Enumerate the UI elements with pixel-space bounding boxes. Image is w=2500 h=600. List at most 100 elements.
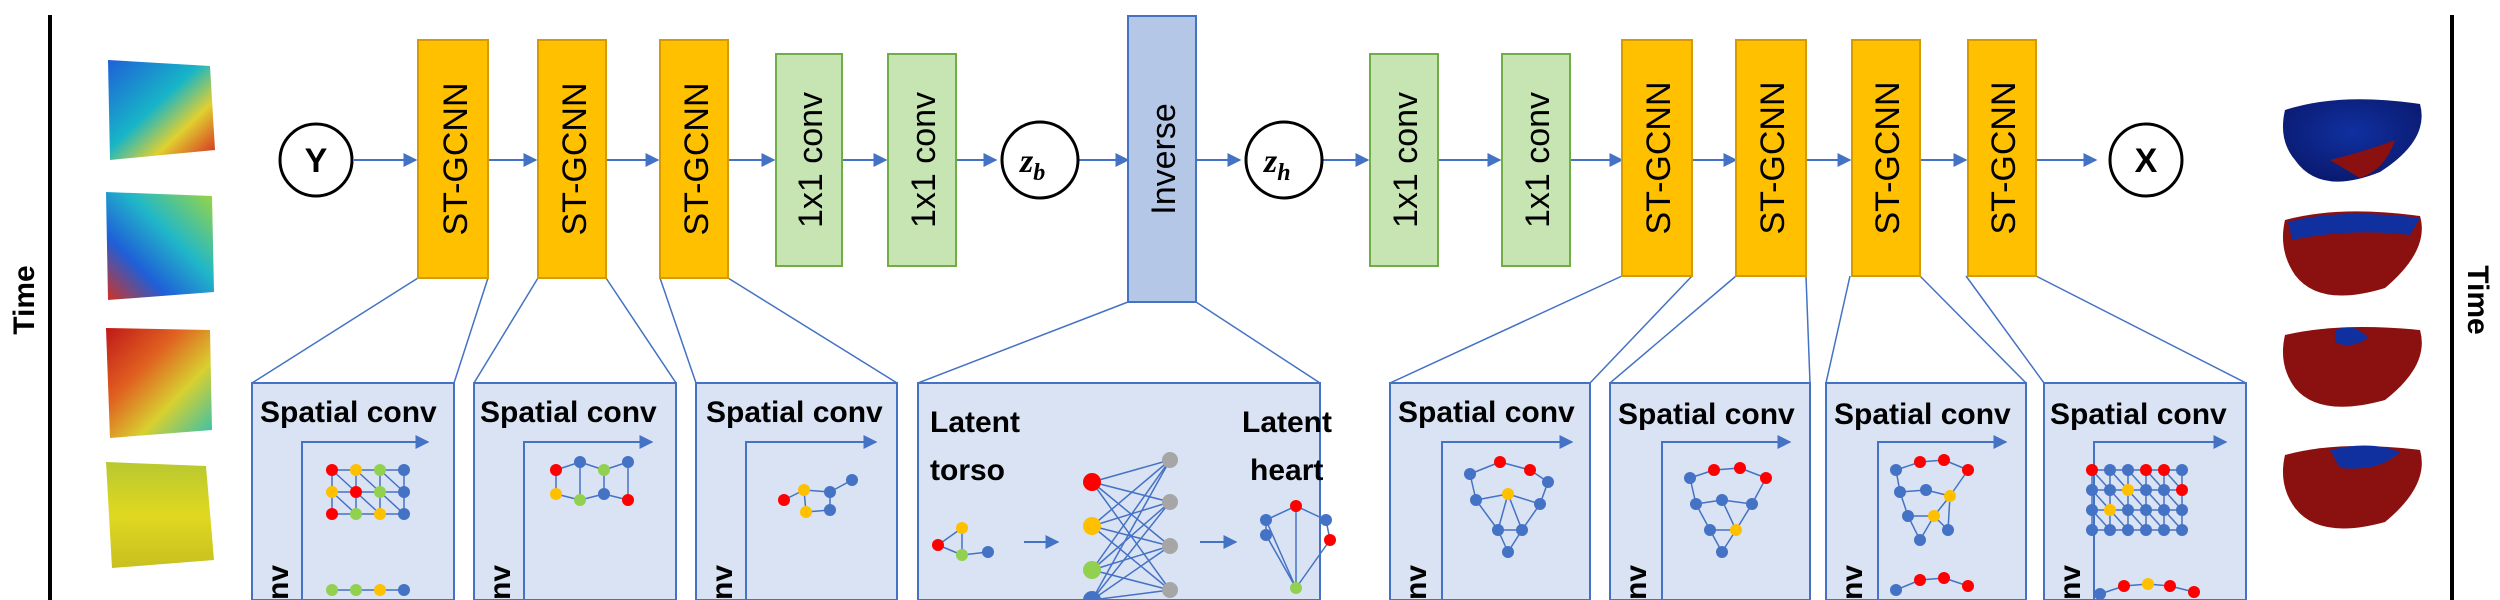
graph-node xyxy=(1320,514,1332,526)
latent-torso-line2: torso xyxy=(930,454,1005,487)
latent-zh-node: zh xyxy=(1244,120,1324,200)
graph-node xyxy=(1083,473,1101,491)
panel-8-graph-lower xyxy=(2094,578,2200,600)
latent-zb-node: zb xyxy=(1000,120,1080,200)
graph-node xyxy=(2140,504,2152,516)
graph-node xyxy=(398,464,410,476)
panel-8-title: Spatial conv xyxy=(2050,398,2227,431)
graph-node xyxy=(2188,586,2200,598)
graph-node xyxy=(1162,538,1178,554)
graph-node xyxy=(1890,464,1902,476)
graph-node xyxy=(1704,524,1716,536)
graph-node xyxy=(824,486,836,498)
graph-node xyxy=(2140,464,2152,476)
panel-6-graph xyxy=(1684,462,1772,558)
graph-node xyxy=(326,464,338,476)
graph-node xyxy=(2164,580,2176,592)
heatmap-frame-4 xyxy=(106,462,214,568)
graph-node xyxy=(550,488,562,500)
graph-node xyxy=(1524,464,1536,476)
output-x-node: X xyxy=(2108,122,2184,198)
graph-node xyxy=(1324,534,1336,546)
stgcnn-label-6: ST-GCNN xyxy=(1869,82,1907,235)
block-stgcnn-5: ST-GCNN xyxy=(1735,39,1807,277)
graph-node xyxy=(1083,517,1101,535)
conv1x1-label-1: 1x1 conv xyxy=(792,92,830,228)
graph-node xyxy=(1734,462,1746,474)
graph-node xyxy=(824,504,836,516)
panel-1-temporal: nv xyxy=(262,565,295,600)
conv1x1-label-4: 1x1 conv xyxy=(1519,92,1557,228)
graph-node xyxy=(1492,524,1504,536)
graph-node xyxy=(1928,510,1940,522)
panel-6-temporal: nv xyxy=(1620,565,1653,600)
graph-node xyxy=(350,508,362,520)
graph-node xyxy=(374,508,386,520)
graph-node xyxy=(2094,588,2106,600)
graph-node xyxy=(2158,524,2170,536)
input-y-label: Y xyxy=(305,142,328,180)
stgcnn-label-4: ST-GCNN xyxy=(1640,82,1678,235)
graph-node xyxy=(2122,524,2134,536)
panel-2-title: Spatial conv xyxy=(480,396,657,429)
graph-node xyxy=(2158,504,2170,516)
panel-stgcnn-2 xyxy=(473,382,677,600)
heatmap-frame-2 xyxy=(106,192,214,300)
graph-node xyxy=(2176,464,2188,476)
zb-letter: z xyxy=(1019,143,1034,180)
graph-node xyxy=(2140,484,2152,496)
stgcnn-label-7: ST-GCNN xyxy=(1985,82,2023,235)
graph-node xyxy=(1470,494,1482,506)
output-heart-sequence xyxy=(2282,99,2422,529)
stgcnn-label-2: ST-GCNN xyxy=(556,83,594,236)
block-conv1x1-3: 1x1 conv xyxy=(1369,53,1439,267)
graph-node xyxy=(350,584,362,596)
panel-5-temporal: nv xyxy=(1400,565,1433,600)
graph-node xyxy=(1162,452,1178,468)
graph-node xyxy=(982,546,994,558)
graph-node xyxy=(2176,484,2188,496)
conv1x1-label-2: 1x1 conv xyxy=(905,92,943,228)
panel-3-title: Spatial conv xyxy=(706,396,883,429)
graph-node xyxy=(1260,514,1272,526)
graph-node xyxy=(398,486,410,498)
panel-8-temporal: nv xyxy=(2054,565,2087,600)
panel-7-title: Spatial conv xyxy=(1834,398,2011,431)
block-conv1x1-2: 1x1 conv xyxy=(887,53,957,267)
graph-node xyxy=(1944,490,1956,502)
latent-heart-line1: Latent xyxy=(1242,406,1332,439)
graph-node xyxy=(2122,484,2134,496)
graph-node xyxy=(350,486,362,498)
graph-node xyxy=(2086,464,2098,476)
svg-text:zh: zh xyxy=(1263,143,1291,186)
graph-node xyxy=(622,456,634,468)
graph-node xyxy=(1494,456,1506,468)
svg-text:zb: zb xyxy=(1019,143,1045,186)
panel-1-graph xyxy=(326,464,410,520)
graph-node xyxy=(574,494,586,506)
heatmap-frame-3 xyxy=(106,328,212,438)
graph-node xyxy=(1083,591,1101,600)
time-label-left: Time xyxy=(8,265,41,334)
conv1x1-label-3: 1x1 conv xyxy=(1387,92,1425,228)
graph-node xyxy=(1962,464,1974,476)
graph-node xyxy=(1716,546,1728,558)
graph-node xyxy=(1962,580,1974,592)
graph-node xyxy=(1890,584,1902,596)
graph-node xyxy=(956,522,968,534)
block-stgcnn-6: ST-GCNN xyxy=(1851,39,1921,277)
graph-node xyxy=(574,456,586,468)
graph-node xyxy=(2118,580,2130,592)
graph-node xyxy=(1534,498,1546,510)
inverse-label: Inverse xyxy=(1145,103,1183,215)
graph-node xyxy=(1942,524,1954,536)
graph-node xyxy=(1516,524,1528,536)
block-conv1x1-1: 1x1 conv xyxy=(775,53,843,267)
heart-frame-3 xyxy=(2282,326,2422,407)
graph-node xyxy=(1162,494,1178,510)
graph-node xyxy=(1502,546,1514,558)
graph-node xyxy=(550,464,562,476)
graph-node xyxy=(1684,472,1696,484)
graph-node xyxy=(326,584,338,596)
